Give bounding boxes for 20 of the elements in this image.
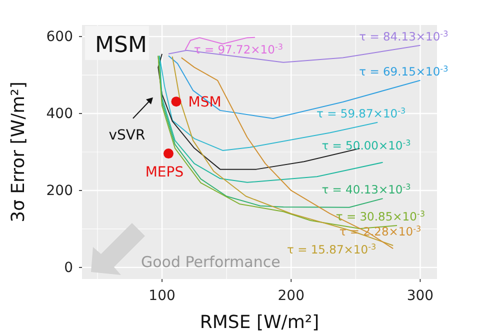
series-label: τ = 84.13×10$^{-3}$ [359,28,448,44]
annotation: Good Performance [141,253,280,271]
y-axis-title: 3σ Error [W/m²] [8,82,29,222]
series-label: τ = 15.87×10$^{-3}$ [287,242,376,257]
x-tick-label: 300 [406,288,434,304]
chart-title: MSM [95,33,147,58]
y-tick-label: 600 [46,29,73,46]
y-tick-label: 200 [46,182,73,199]
series-label: τ = 40.13×10$^{-3}$ [322,182,411,197]
series-label: τ = 59.87×10$^{-3}$ [316,106,406,120]
x-tick-label: 200 [278,288,304,304]
series-label: τ = 69.15×10$^{-3}$ [359,64,448,78]
x-axis-title: RMSE [W/m²] [200,312,320,333]
annotation: vSVR [108,127,146,144]
y-tick-label: 400 [46,106,73,122]
x-tick-label: 100 [148,288,176,304]
series-label: MEPS [145,164,184,181]
line-series [168,44,421,63]
series-label: τ = 50.00×10$^{-3}$ [322,138,411,152]
y-tick-label: 0 [64,260,73,276]
